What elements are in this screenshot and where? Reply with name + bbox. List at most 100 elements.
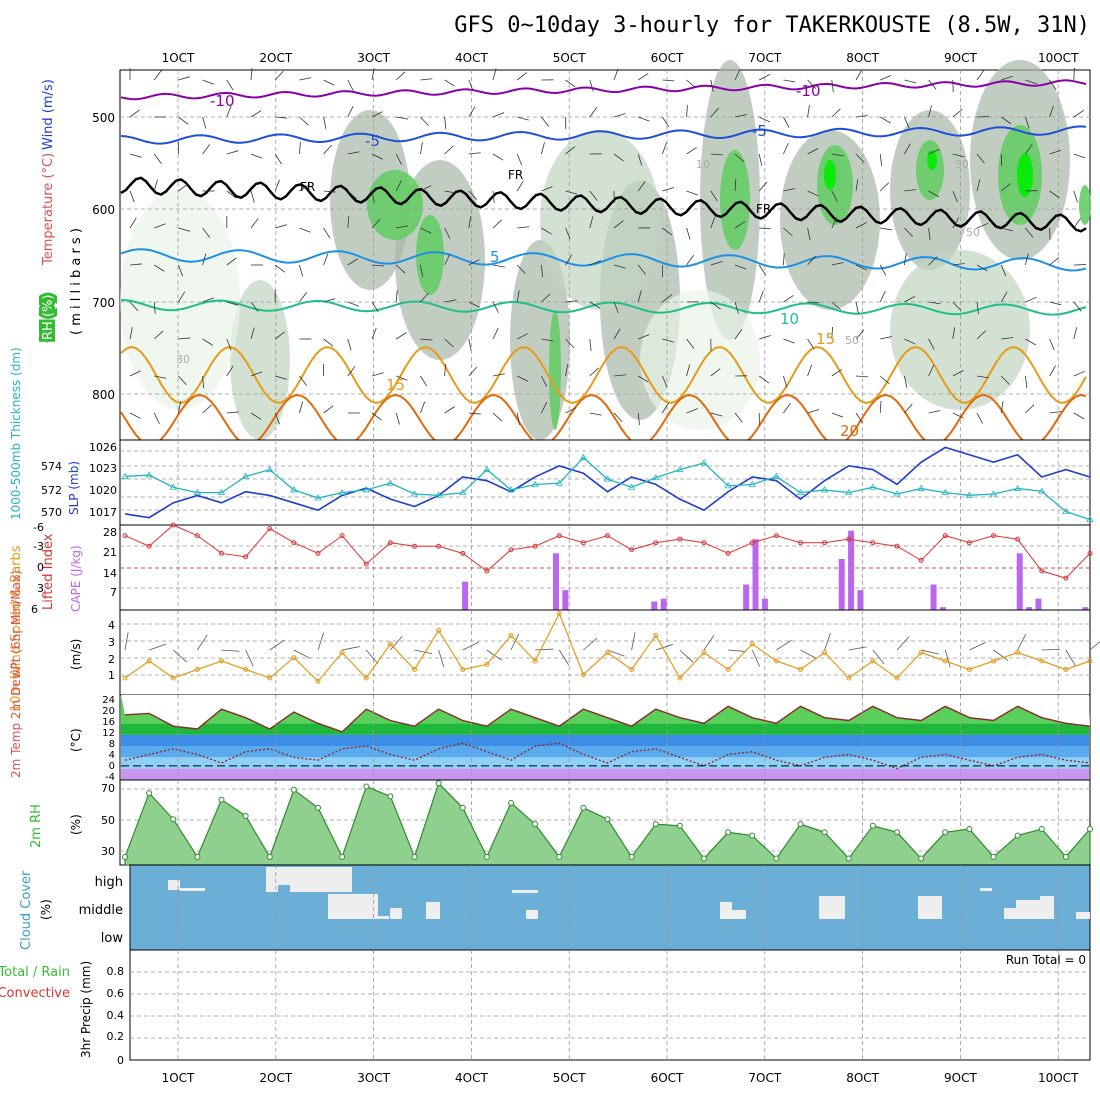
- wind-barb: [952, 412, 964, 419]
- wind10m-barb: [317, 632, 324, 651]
- cape-bar: [1082, 607, 1089, 610]
- cape-bar: [930, 584, 937, 610]
- x-tick-top-3: 3OCT: [357, 51, 390, 65]
- wind-barb: [734, 153, 745, 163]
- wind-barb: [129, 217, 137, 229]
- label-15b: 15: [816, 330, 835, 348]
- precip-tick-08: 0.8: [107, 965, 125, 978]
- cloud-cover-block: [720, 902, 732, 919]
- wind-axis-label: 10m Wind Speed & Barbs: [9, 545, 24, 712]
- wind-barb: [589, 190, 598, 201]
- li-tick-0: 0: [37, 561, 44, 574]
- thickness-point: [869, 483, 877, 490]
- slp-panel-frame: [119, 439, 1091, 526]
- thickness-point: [169, 483, 177, 490]
- wind-barb: [928, 301, 941, 305]
- wind-barb: [565, 146, 576, 155]
- label-10: 10: [780, 310, 799, 328]
- wind-barb: [855, 115, 868, 118]
- wind-barb: [395, 332, 407, 340]
- wind-barb: [178, 375, 187, 386]
- wind-barb: [153, 70, 162, 81]
- wind-barb: [202, 338, 213, 346]
- slp-axis-label: SLP (mb): [67, 461, 81, 515]
- wind-barb: [347, 106, 354, 118]
- wind-barb: [976, 222, 989, 229]
- thickness-series-line: [124, 456, 1091, 521]
- wind-barb: [323, 227, 331, 239]
- cloud-cover-block: [390, 908, 402, 919]
- wind-barb: [371, 372, 384, 377]
- wind-barb: [638, 334, 650, 340]
- precip-tick-06: 0.6: [107, 987, 125, 1000]
- wind-barb: [226, 301, 239, 306]
- wind-barb: [734, 179, 737, 192]
- wind-barb: [613, 153, 624, 162]
- wind-barb: [178, 264, 184, 277]
- thickness-point: [145, 471, 153, 478]
- temp-tick-8: 8: [109, 739, 115, 750]
- wind-barb: [976, 264, 988, 272]
- wind-barb: [783, 116, 790, 128]
- rh-moist-region: [927, 150, 937, 170]
- rh2m-point: [869, 822, 876, 829]
- wind-barb: [904, 375, 908, 388]
- wind-barb: [153, 153, 162, 164]
- slp-panel: 1000-500mb Thickness (dm) SLP (mb) 570 5…: [9, 347, 1094, 526]
- wind-barb: [565, 364, 569, 377]
- thickness-point: [676, 465, 684, 473]
- wind-barb: [250, 68, 253, 81]
- wind-barb: [831, 262, 844, 266]
- x-tick-top-2: 2OCT: [259, 51, 292, 65]
- wind-barb: [662, 142, 667, 155]
- thickness-point: [459, 488, 467, 496]
- wind-barb: [710, 301, 721, 310]
- wind-barb: [541, 264, 544, 277]
- wind-barb: [662, 338, 675, 343]
- wind-barb: [541, 375, 548, 387]
- wind-barb: [1049, 79, 1057, 91]
- rh-region: [640, 290, 760, 430]
- wind-barb: [396, 225, 409, 229]
- wind-barb: [274, 153, 282, 165]
- li-point: [798, 540, 803, 546]
- wind10m-barb: [462, 641, 480, 651]
- thickness-point: [338, 488, 346, 496]
- wind-barb: [202, 253, 207, 266]
- thickness-point: [845, 488, 853, 496]
- wind-barb: [299, 184, 310, 192]
- wind-barb: [1073, 370, 1086, 377]
- precip-total-label: Total / Rain: [0, 965, 70, 980]
- wind-panel-content: [120, 610, 1100, 695]
- wind-barb: [686, 105, 688, 118]
- rh2m-point: [676, 822, 683, 829]
- thickness-point: [362, 486, 370, 493]
- wind-barb: [637, 375, 649, 383]
- wind-barb: [807, 190, 819, 197]
- x-axis-top: 1OCT 2OCT 3OCT 4OCT 5OCT 6OCT 7OCT 8OCT 9OCT 10OC…: [162, 51, 1079, 65]
- wind-barb: [1073, 109, 1084, 118]
- wind10m-point: [846, 675, 852, 681]
- wind-barb: [807, 409, 820, 414]
- wind-barb: [492, 190, 495, 203]
- wind-barb: [202, 144, 211, 155]
- wind-barb: [1001, 227, 1013, 232]
- wind10m-point: [749, 641, 755, 647]
- li-point: [315, 550, 321, 556]
- wind10m-barb: [848, 646, 867, 651]
- wind10m-point: [387, 641, 393, 647]
- wind-barb: [952, 263, 965, 266]
- wind10m-barb: [124, 632, 129, 651]
- x-tick-top-1: 1OCT: [162, 51, 195, 65]
- wind-barb: [420, 116, 429, 127]
- wind-barb: [299, 116, 309, 126]
- temp2m-axis-label: 2m Temp 2m DewPt (6hr Min/Max): [9, 570, 23, 778]
- wind-barb: [613, 412, 623, 423]
- wind-barb: [226, 105, 232, 118]
- x-tick-bottom-3: 3OCT: [357, 1071, 390, 1085]
- wind-barb: [637, 264, 646, 275]
- wind-barb: [323, 144, 332, 155]
- thickness-point: [724, 482, 732, 489]
- wind-barb: [831, 79, 834, 92]
- temp-color-band: [121, 768, 1089, 780]
